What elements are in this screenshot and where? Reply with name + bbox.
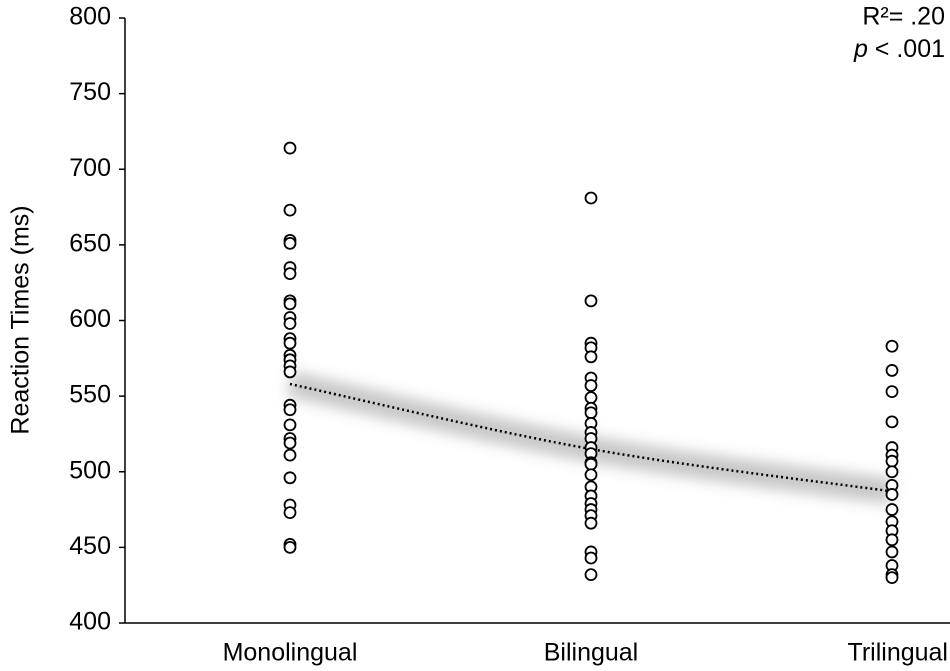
y-tick-label: 750 xyxy=(69,78,111,106)
y-tick-label: 700 xyxy=(69,154,111,182)
data-point xyxy=(885,465,899,479)
data-point xyxy=(283,403,297,417)
y-tick-label: 450 xyxy=(69,532,111,560)
data-point xyxy=(283,365,297,379)
data-point xyxy=(584,568,598,581)
data-point xyxy=(885,454,899,468)
data-point xyxy=(283,267,297,281)
data-point xyxy=(885,571,899,585)
x-tick-label: Monolingual xyxy=(223,639,358,667)
data-point xyxy=(885,533,899,547)
data-point xyxy=(283,297,297,311)
data-point xyxy=(885,364,899,377)
data-point xyxy=(283,448,297,462)
data-point xyxy=(584,406,598,420)
p-value: p < .001 xyxy=(853,35,945,63)
p-text: < .001 xyxy=(875,35,945,63)
data-point xyxy=(283,141,297,155)
r-squared: R²= .20 xyxy=(862,3,945,31)
data-point xyxy=(584,379,598,392)
data-point xyxy=(283,236,297,250)
data-point xyxy=(283,418,297,432)
data-point xyxy=(283,317,297,330)
data-point xyxy=(283,436,297,450)
data-point xyxy=(283,471,297,485)
data-point xyxy=(584,468,598,482)
p-symbol: p xyxy=(853,35,868,63)
y-tick-label: 650 xyxy=(69,229,111,257)
data-point xyxy=(885,385,899,398)
data-point xyxy=(885,339,899,353)
y-tick-label: 500 xyxy=(69,456,111,484)
data-point xyxy=(584,391,598,405)
data-point xyxy=(885,503,899,516)
data-point xyxy=(283,336,297,350)
data-point xyxy=(584,516,598,530)
data-point xyxy=(584,191,598,205)
x-tick-label: Trilingual xyxy=(847,639,948,667)
data-point xyxy=(283,506,297,519)
x-tick-label: Bilingual xyxy=(544,639,639,667)
y-axis-label: Reaction Times (ms) xyxy=(7,205,35,434)
y-tick-label: 400 xyxy=(69,608,111,636)
data-point xyxy=(283,540,297,554)
data-point xyxy=(584,294,598,308)
data-point xyxy=(584,551,598,565)
data-point xyxy=(885,488,899,501)
data-point xyxy=(885,415,899,429)
data-point xyxy=(283,203,297,217)
y-tick-label: 550 xyxy=(69,381,111,409)
data-point xyxy=(584,457,598,471)
y-tick-label: 800 xyxy=(69,3,111,31)
y-tick-label: 600 xyxy=(69,305,111,333)
data-point xyxy=(885,545,899,559)
data-point xyxy=(584,350,598,364)
